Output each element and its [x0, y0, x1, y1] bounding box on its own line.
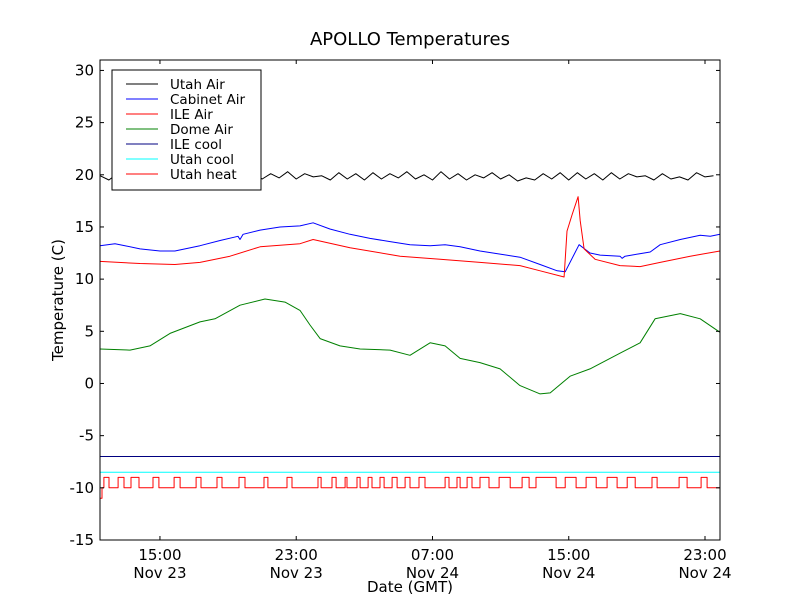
chart-title: APOLLO Temperatures — [310, 29, 510, 50]
legend-label-utah-heat: Utah heat — [170, 167, 237, 183]
series-line-cabinet-air — [99, 222, 721, 273]
legend-label-cabinet-air: Cabinet Air — [170, 92, 245, 108]
plot-frame — [99, 59, 721, 541]
y-tick-label: 20 — [75, 166, 94, 184]
y-tick-label: -5 — [79, 427, 94, 445]
x-tick-label-time: 15:00 — [138, 546, 181, 564]
y-tick-label: -10 — [70, 479, 95, 497]
legend-label-ile-cool: ILE cool — [170, 137, 222, 153]
x-tick-label-date: Nov 24 — [678, 564, 731, 582]
series-line-ile-air — [99, 196, 721, 278]
series-line-dome-air — [99, 298, 721, 395]
x-tick-label-date: Nov 24 — [406, 564, 459, 582]
x-axis-label: Date (GMT) — [367, 578, 453, 596]
legend-label-dome-air: Dome Air — [170, 122, 233, 138]
y-tick-label: 25 — [75, 114, 94, 132]
x-tick-label-time: 23:00 — [683, 546, 726, 564]
x-tick-label-date: Nov 24 — [542, 564, 595, 582]
x-tick-label-date: Nov 23 — [270, 564, 323, 582]
y-tick-label: -15 — [70, 531, 95, 549]
y-tick-label: 10 — [75, 270, 94, 288]
legend-label-utah-air: Utah Air — [170, 77, 225, 93]
legend-label-utah-cool: Utah cool — [170, 152, 234, 168]
y-tick-label: 5 — [84, 322, 94, 340]
series-line-utah-heat — [100, 476, 720, 499]
x-tick-label-time: 15:00 — [547, 546, 590, 564]
y-tick-label: 30 — [75, 61, 94, 79]
y-axis-label: Temperature (C) — [49, 239, 67, 362]
y-tick-label: 15 — [75, 218, 94, 236]
y-tick-label: 0 — [84, 374, 94, 392]
x-tick-label-date: Nov 23 — [133, 564, 186, 582]
x-tick-label-time: 07:00 — [411, 546, 454, 564]
x-tick-label-time: 23:00 — [275, 546, 318, 564]
legend-label-ile-air: ILE Air — [170, 107, 213, 123]
legend-box — [111, 69, 262, 191]
